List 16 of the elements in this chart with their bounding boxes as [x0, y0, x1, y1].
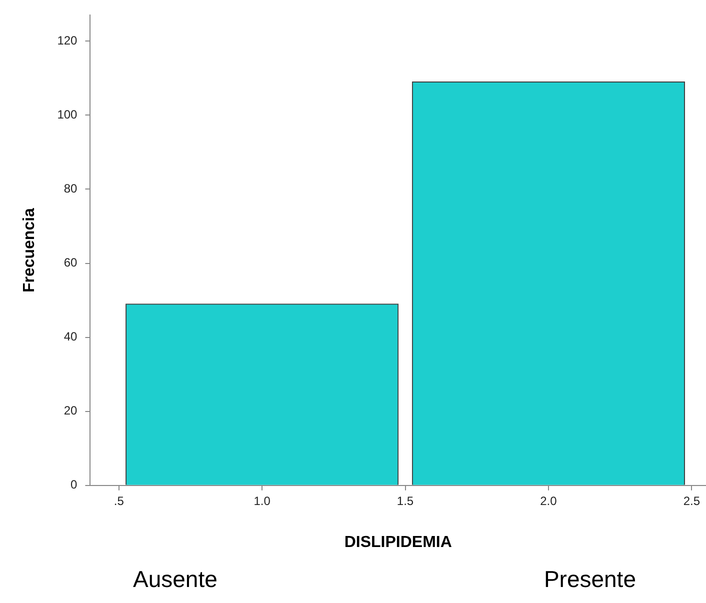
- x-tick-label: .5: [114, 494, 124, 508]
- x-tick-label: 1.5: [396, 494, 414, 508]
- x-tick-label: 2.0: [540, 494, 558, 508]
- y-tick-label: 0: [70, 478, 78, 492]
- y-axis-title: Frecuencia: [21, 208, 38, 293]
- y-tick-label: 100: [57, 107, 78, 122]
- x-tick-label: 2.5: [683, 494, 700, 508]
- text: Ausente: [133, 566, 218, 593]
- y-tick-label: 20: [64, 404, 78, 418]
- y-tick-label: 60: [64, 256, 78, 270]
- y-tick-label: 80: [64, 182, 78, 196]
- x-tick-label: 1.0: [254, 494, 271, 508]
- y-tick-label: 120: [57, 33, 78, 48]
- y-tick-label: 40: [64, 330, 78, 344]
- x-axis-title: DISLIPIDEMIA: [344, 534, 452, 551]
- text: Presente: [544, 566, 636, 593]
